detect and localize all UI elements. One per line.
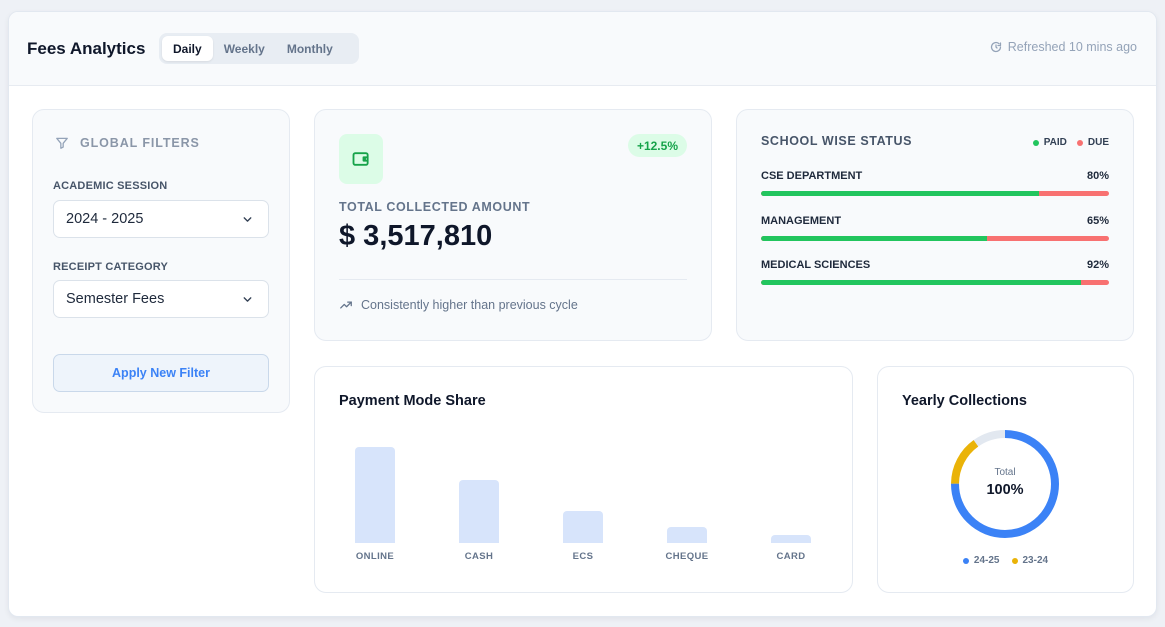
trending-up-icon [340,301,352,309]
status-row-cse: CSE DEPARTMENT 80% [761,170,1109,196]
wallet-icon-box [339,134,383,184]
bar-ecs [563,511,603,543]
payment-mode-card: Payment Mode Share ONLINE CASH ECS CHEQUE CA… [314,366,853,593]
filter-icon [56,137,68,149]
yearly-legend: 24-25 23-24 [878,555,1133,566]
status-row-name: MANAGEMENT [761,215,842,227]
growth-badge: +12.5% [627,134,687,157]
legend-23-24: 23-24 [1011,555,1049,566]
chevron-down-icon [243,216,252,222]
bar-cash [459,479,499,543]
bar-label-ecs: ECS [572,551,594,562]
paid-fill [761,236,988,241]
status-row-percent: 92% [1086,259,1109,271]
legend-23-24-label: 23-24 [1022,555,1049,566]
refresh-status[interactable]: Refreshed 10 mins ago [990,40,1137,54]
filters-title: GLOBAL FILTERS [55,136,200,150]
yearly-collections-title: Yearly Collections [902,393,1027,409]
status-row-percent: 65% [1086,215,1109,227]
yearly-collections-card: Yearly Collections Total 100% 24-25 23-2… [877,366,1134,593]
apply-filter-button[interactable]: Apply New Filter [53,354,269,392]
legend-due-label: DUE [1087,137,1109,148]
paid-fill [761,191,1040,196]
status-bar [761,191,1109,196]
bar-online [355,447,395,543]
wallet-icon [352,152,369,166]
legend-24-25-dot [962,557,969,564]
legend-due-dot [1076,139,1083,146]
legend-paid: PAID [1032,137,1067,148]
bar-label-online: ONLINE [355,551,395,562]
chevron-down-icon [243,296,252,302]
status-row-medical: MEDICAL SCIENCES 92% [761,259,1109,285]
status-row-management: MANAGEMENT 65% [761,215,1109,241]
period-tabs: Daily Weekly Monthly [159,33,359,64]
status-bar [761,280,1109,285]
dashboard-window: Fees Analytics Daily Weekly Monthly Refr… [8,11,1157,617]
legend-due: DUE [1076,137,1109,148]
divider [339,279,687,280]
legend-paid-label: PAID [1043,137,1067,148]
paid-fill [761,280,1082,285]
receipt-category-label: RECEIPT CATEGORY [53,261,169,273]
refresh-icon [990,41,1001,53]
school-status-card: SCHOOL WISE STATUS PAID DUE CSE DEPARTME… [736,109,1134,341]
tab-daily[interactable]: Daily [162,36,213,61]
status-row-name: MEDICAL SCIENCES [761,259,871,271]
status-row-percent: 80% [1086,170,1109,182]
bar-label-cheque: CHEQUE [665,551,709,562]
bar-card [771,535,811,543]
tab-monthly[interactable]: Monthly [286,41,333,56]
payment-mode-title: Payment Mode Share [339,393,486,409]
refresh-text: Refreshed 10 mins ago [1007,40,1137,54]
status-row-name: CSE DEPARTMENT [761,170,863,182]
filters-title-text: GLOBAL FILTERS [80,136,200,150]
legend-23-24-dot [1011,557,1018,564]
donut-center: Total 100% [948,427,1062,541]
donut-center-value: 100% [986,482,1024,498]
academic-session-value: 2024 - 2025 [66,211,144,227]
school-status-title: SCHOOL WISE STATUS [761,134,913,148]
trend-note: Consistently higher than previous cycle [339,298,578,312]
yearly-donut-chart [951,430,1059,538]
receipt-category-value: Semester Fees [66,291,165,307]
legend-24-25: 24-25 [962,555,1000,566]
total-collected-card: +12.5% TOTAL COLLECTED AMOUNT $ 3,517,81… [314,109,712,341]
tab-weekly[interactable]: Weekly [223,41,265,56]
academic-session-select[interactable]: 2024 - 2025 [53,200,269,238]
donut-slice-remaining [951,430,1059,538]
donut-center-caption: Total [994,467,1016,478]
total-collected-value: $ 3,517,810 [339,220,493,252]
legend-paid-dot [1032,139,1039,146]
academic-session-label: ACADEMIC SESSION [53,180,168,192]
header-bar: Fees Analytics Daily Weekly Monthly Refr… [9,12,1156,86]
payment-mode-chart: ONLINE CASH ECS CHEQUE CARD [315,367,852,592]
bar-label-cash: CASH [464,551,494,562]
status-legend: PAID DUE [1023,137,1109,148]
bar-cheque [667,526,707,543]
bar-label-card: CARD [776,551,806,562]
page-title: Fees Analytics [27,39,146,58]
receipt-category-select[interactable]: Semester Fees [53,280,269,318]
total-collected-label: TOTAL COLLECTED AMOUNT [339,200,531,214]
trend-note-text: Consistently higher than previous cycle [361,298,578,312]
legend-24-25-label: 24-25 [973,555,1000,566]
global-filters-panel: GLOBAL FILTERS ACADEMIC SESSION 2024 - 2… [32,109,290,413]
status-bar [761,236,1109,241]
